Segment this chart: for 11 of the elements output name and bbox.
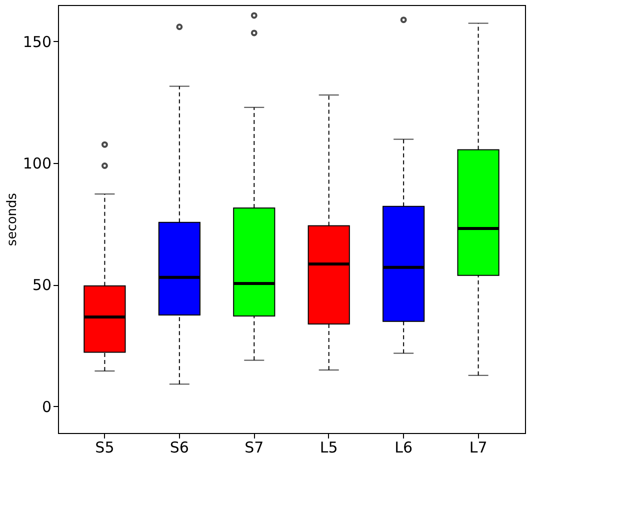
x-tick-label: L7 [469,438,488,456]
y-axis-title: seconds [4,192,20,246]
x-tick-label: S5 [95,438,114,456]
x-tick-label: S6 [170,438,189,456]
y-tick-label: 50 [32,276,52,294]
x-tick-label: L5 [320,438,338,456]
y-tick-label: 0 [42,398,52,416]
y-tick-label: 150 [22,32,52,51]
y-tick-label: 100 [22,154,52,173]
x-tick-label: L6 [394,438,413,456]
x-tick-label: S7 [244,438,264,456]
